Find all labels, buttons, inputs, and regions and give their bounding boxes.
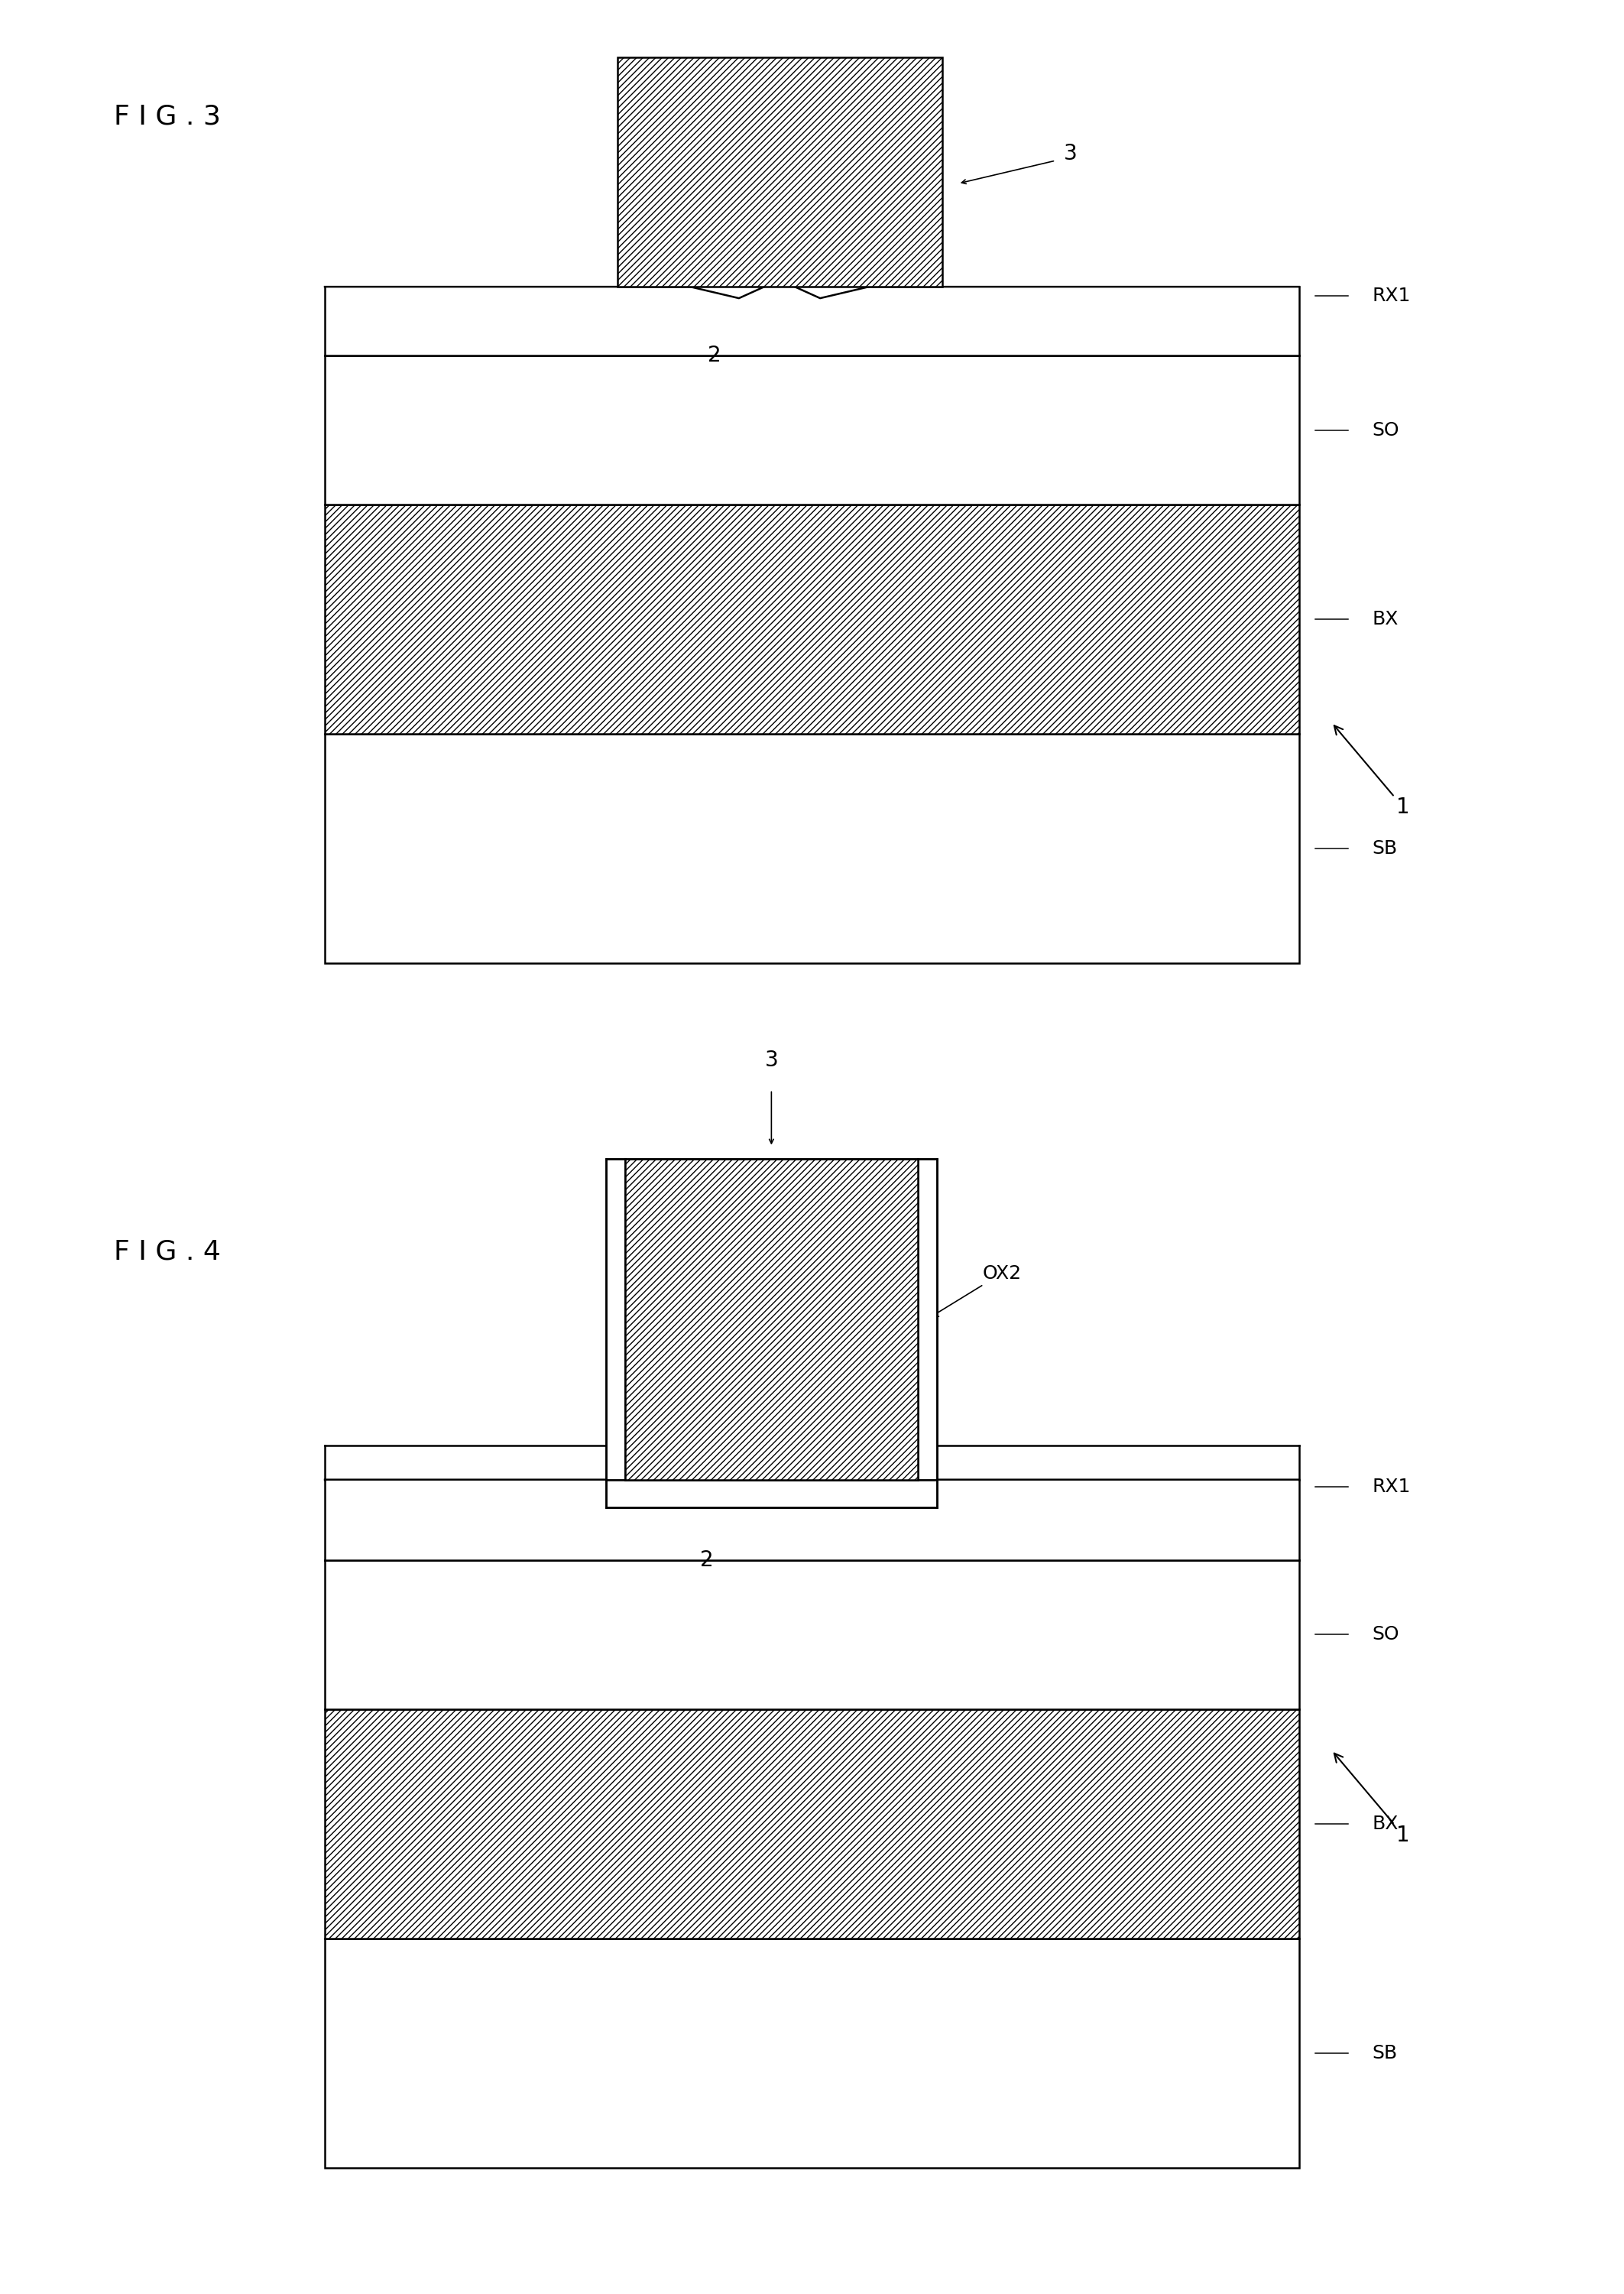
Text: 3: 3: [1064, 142, 1077, 165]
Text: BX: BX: [1372, 1815, 1398, 1833]
Bar: [918, 1158, 937, 1480]
Bar: [325, 1560, 1299, 1709]
Text: BX: BX: [1372, 610, 1398, 629]
Text: 3: 3: [765, 1051, 778, 1071]
Bar: [625, 1158, 918, 1480]
Text: SB: SB: [1372, 2044, 1398, 2062]
Text: 1: 1: [1335, 1753, 1410, 1847]
Bar: [325, 734, 1299, 963]
Text: F I G . 4: F I G . 4: [114, 1239, 221, 1264]
Bar: [606, 1480, 937, 1507]
Bar: [325, 1709, 1299, 1938]
Text: 2: 2: [708, 344, 721, 367]
Bar: [325, 1938, 1299, 2168]
Bar: [617, 57, 942, 287]
Polygon shape: [325, 1473, 1299, 1560]
Polygon shape: [325, 280, 1299, 356]
Text: 1: 1: [1335, 725, 1410, 819]
Text: 2: 2: [700, 1548, 713, 1571]
Text: RX1: RX1: [1372, 1477, 1411, 1496]
Text: RX1: RX1: [1372, 287, 1411, 305]
Text: F I G . 3: F I G . 3: [114, 103, 221, 128]
Bar: [606, 1158, 625, 1480]
Bar: [325, 356, 1299, 505]
Text: SO: SO: [1372, 422, 1400, 438]
Bar: [325, 505, 1299, 734]
Text: SO: SO: [1372, 1626, 1400, 1643]
Text: SB: SB: [1372, 840, 1398, 858]
Text: OX2: OX2: [931, 1264, 1021, 1317]
